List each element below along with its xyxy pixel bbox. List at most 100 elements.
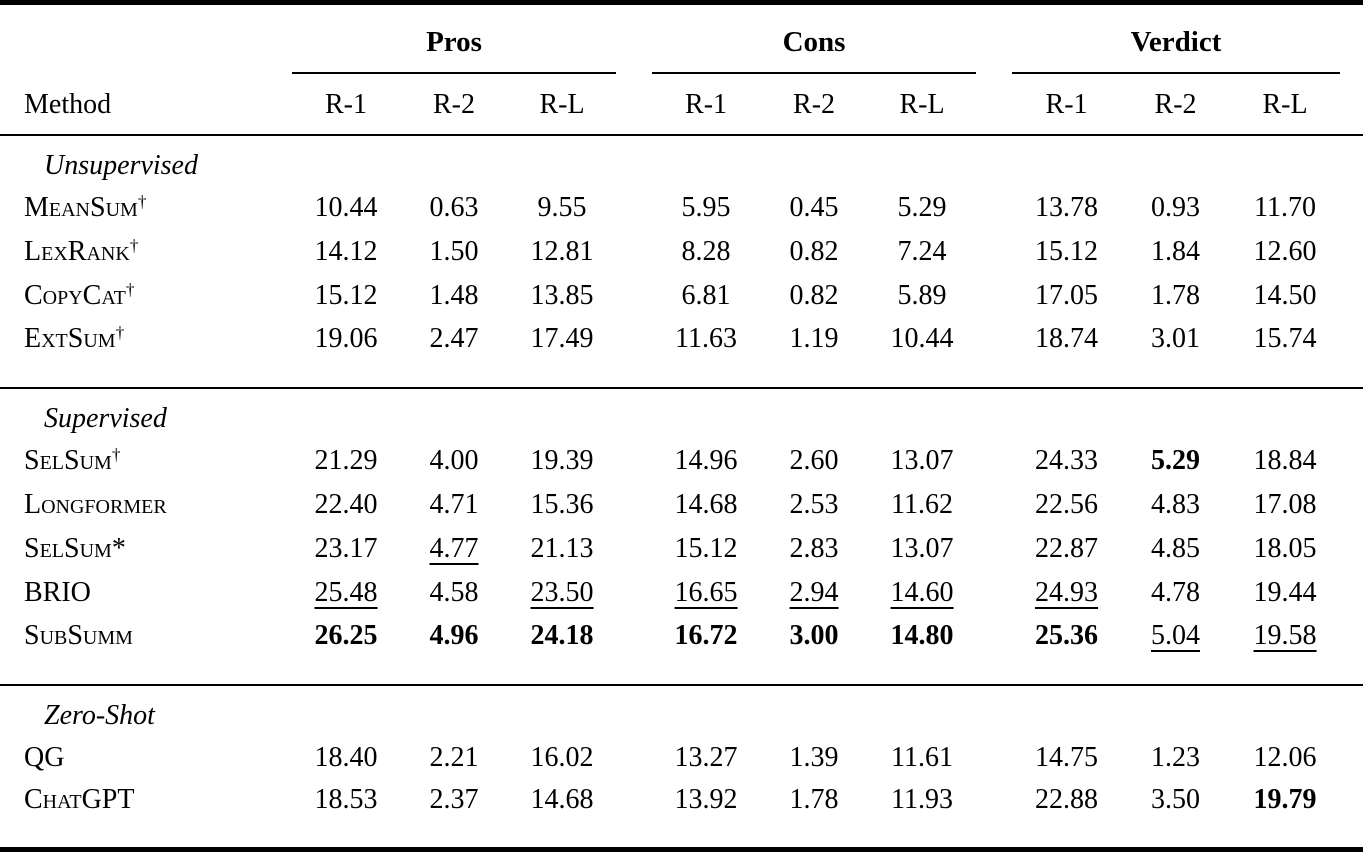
metric-value-cell: 1.50 [400, 230, 508, 274]
metric-value: 13.78 [1035, 191, 1099, 223]
metric-value-cell: 2.83 [760, 527, 868, 571]
metric-value-cell: 4.85 [1121, 527, 1230, 571]
group-gap [976, 274, 1012, 318]
method-cell: SubSumm [0, 615, 292, 685]
table-row: LexRank† 14.12 1.50 12.81 8.28 0.82 7.24 15.12 1… [0, 230, 1363, 274]
group-gap [976, 3, 1012, 63]
metric-value: 22.56 [1035, 488, 1099, 520]
metric-value-cell: 25.48 [292, 571, 400, 615]
row-right-pad [1340, 736, 1363, 780]
section-label-cell: Unsupervised [0, 135, 1363, 186]
row-right-pad [1340, 483, 1363, 527]
group-gap [616, 77, 652, 135]
metric-value: 22.88 [1035, 784, 1099, 816]
metric-value: 15.12 [314, 279, 378, 311]
group-header-verdict: Verdict [1012, 3, 1340, 63]
metric-value-cell: 2.94 [760, 571, 868, 615]
metric-value: 0.82 [789, 279, 839, 311]
metric-value-cell: 1.84 [1121, 230, 1230, 274]
metric-value-cell: 16.72 [652, 615, 760, 685]
metric-value: 11.63 [675, 323, 738, 354]
metric-value: 19.58 [1253, 620, 1317, 651]
method-cell: ChatGPT [0, 780, 292, 850]
metric-value-cell: 4.71 [400, 483, 508, 527]
metric-value-cell: 2.21 [400, 736, 508, 780]
dagger-marker: † [137, 191, 147, 211]
method-cell: SelSum* [0, 527, 292, 571]
table-row: QG 18.40 2.21 16.02 13.27 1.39 11.61 14.75 1.23 1… [0, 736, 1363, 780]
group-gap [976, 230, 1012, 274]
metric-value: 0.93 [1151, 191, 1201, 223]
method-name: CopyCat [24, 279, 126, 311]
group-gap [616, 3, 652, 63]
metric-value-cell: 23.17 [292, 527, 400, 571]
metric-value-cell: 18.74 [1012, 318, 1121, 388]
row-right-pad [1340, 571, 1363, 615]
section-label: Zero-Shot [44, 699, 155, 731]
dagger-marker: † [125, 279, 135, 299]
metric-value: 4.96 [429, 620, 479, 651]
metric-value: 18.53 [314, 784, 378, 816]
table-row: SelSum* 23.17 4.77 21.13 15.12 2.83 13.07 22.87… [0, 527, 1363, 571]
metric-value: 2.94 [789, 576, 839, 608]
metric-value-cell: 13.07 [868, 527, 976, 571]
group-gap [616, 186, 652, 230]
metric-value-cell: 5.95 [652, 186, 760, 230]
group-gap [976, 439, 1012, 483]
metric-value: 16.65 [674, 576, 738, 608]
metric-value: 2.53 [789, 488, 839, 520]
section-label-cell: Supervised [0, 388, 1363, 439]
group-gap [616, 571, 652, 615]
group-header-row: Pros Cons Verdict [0, 3, 1363, 63]
metric-value: 13.27 [674, 741, 738, 773]
metric-value: 13.92 [674, 784, 738, 816]
metric-value-cell: 14.50 [1230, 274, 1340, 318]
metric-value: 22.40 [314, 488, 378, 520]
metric-value-cell: 8.28 [652, 230, 760, 274]
section-label: Unsupervised [44, 149, 198, 181]
metric-value-cell: 17.08 [1230, 483, 1340, 527]
group-gap [616, 780, 652, 850]
col-header-verdict-r2: R-2 [1154, 89, 1197, 120]
metric-value: 4.58 [429, 576, 479, 608]
metric-value: 4.77 [429, 532, 479, 564]
method-cell: MeanSum† [0, 186, 292, 230]
metric-value-cell: 9.55 [508, 186, 616, 230]
method-name: SelSum [24, 532, 112, 564]
metric-value: 16.02 [530, 741, 594, 773]
group-header-pros: Pros [292, 3, 616, 63]
metric-value-cell: 4.77 [400, 527, 508, 571]
metric-value: 14.75 [1035, 741, 1099, 773]
metric-value: 1.23 [1151, 741, 1201, 773]
metric-value: 12.81 [530, 235, 594, 267]
metric-value-cell: 4.00 [400, 439, 508, 483]
metric-value-cell: 12.60 [1230, 230, 1340, 274]
metric-value: 18.74 [1035, 323, 1099, 354]
group-gap [616, 736, 652, 780]
metric-value-cell: 0.93 [1121, 186, 1230, 230]
method-name: QG [24, 741, 65, 773]
method-cell: LexRank† [0, 230, 292, 274]
metric-value-cell: 15.12 [1012, 230, 1121, 274]
metric-value: 0.63 [429, 191, 479, 223]
method-cell: ExtSum† [0, 318, 292, 388]
metric-value: 11.62 [891, 488, 954, 520]
metric-value-cell: 19.44 [1230, 571, 1340, 615]
cmid-pros-cell [292, 63, 617, 77]
metric-value: 14.80 [890, 620, 954, 651]
metric-value-cell: 15.12 [652, 527, 760, 571]
metric-value-cell: 0.45 [760, 186, 868, 230]
col-header-verdict-r1: R-1 [1045, 89, 1088, 120]
metric-value: 7.24 [897, 235, 947, 267]
metric-value: 1.78 [789, 784, 839, 816]
metric-value: 25.48 [314, 576, 378, 608]
metric-value-cell: 19.39 [508, 439, 616, 483]
results-table-body: Pros Cons Verdict Method R-1 R-2 R-L R-1… [0, 3, 1363, 850]
method-name: Longformer [24, 488, 167, 520]
col-header-verdict-rl: R-L [1262, 89, 1308, 120]
group-gap [616, 230, 652, 274]
col-header-right-pad [1340, 77, 1363, 135]
metric-value-cell: 10.44 [868, 318, 976, 388]
cmid-cons-cell [652, 63, 977, 77]
metric-value: 0.45 [789, 191, 839, 223]
